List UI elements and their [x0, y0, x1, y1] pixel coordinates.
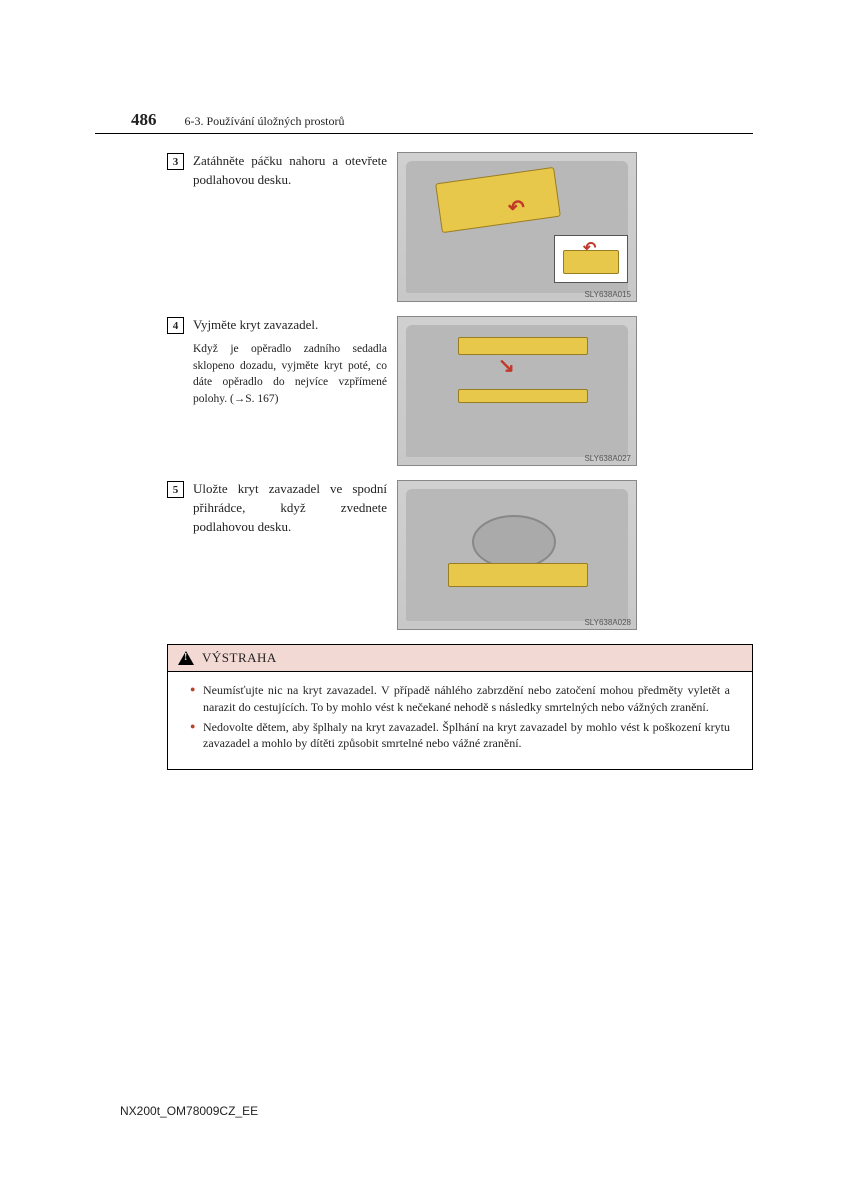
step-3: 3 Zatáhněte páčku nahoru a otevřete podl…: [167, 152, 753, 302]
step-number-box: 3: [167, 153, 184, 170]
footer-code: NX200t_OM78009CZ_EE: [120, 1104, 258, 1118]
steps-list: 3 Zatáhněte páčku nahoru a otevřete podl…: [95, 152, 753, 630]
section-title: 6-3. Používání úložných prostorů: [185, 114, 345, 129]
step-illustration: ↘ SLY638A027: [397, 316, 637, 466]
image-code: SLY638A028: [584, 618, 631, 627]
page-header: 486 6-3. Používání úložných prostorů: [95, 110, 753, 134]
step-4: 4 Vyjměte kryt zavazadel. Když je opěrad…: [167, 316, 753, 466]
warning-box: VÝSTRAHA Neumísťujte nic na kryt zavazad…: [167, 644, 753, 770]
step-subtext: Když je opěradlo zadního sedadla sklopen…: [193, 341, 387, 408]
warning-header: VÝSTRAHA: [168, 645, 752, 672]
warning-item: Neumísťujte nic na kryt zavazadel. V pří…: [190, 682, 730, 716]
page-number: 486: [131, 110, 157, 130]
step-text: Vyjměte kryt zavazadel.: [193, 316, 387, 335]
image-code: SLY638A015: [584, 290, 631, 299]
warning-title: VÝSTRAHA: [202, 650, 277, 666]
image-code: SLY638A027: [584, 454, 631, 463]
warning-item: Nedovolte dětem, aby šplhaly na kryt zav…: [190, 719, 730, 753]
warning-triangle-icon: [178, 651, 194, 665]
step-text: Zatáhněte páčku nahoru a otevřete podlah…: [193, 152, 387, 190]
step-number-box: 4: [167, 317, 184, 334]
step-illustration: ↶ ↶ SLY638A015: [397, 152, 637, 302]
step-text: Uložte kryt zavazadel ve spodní přihrádc…: [193, 480, 387, 537]
step-number-box: 5: [167, 481, 184, 498]
step-illustration: SLY638A028: [397, 480, 637, 630]
warning-body: Neumísťujte nic na kryt zavazadel. V pří…: [168, 672, 752, 769]
step-5: 5 Uložte kryt zavazadel ve spodní přihrá…: [167, 480, 753, 630]
